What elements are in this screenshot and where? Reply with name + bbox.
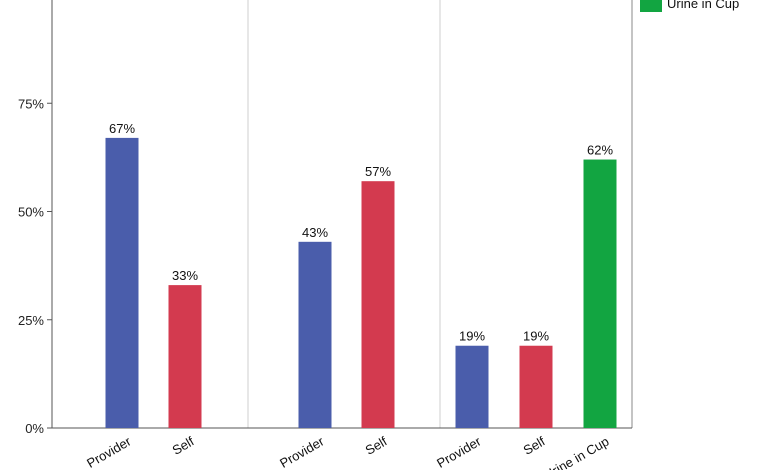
category-label: Provider	[434, 433, 484, 470]
bar	[105, 137, 139, 428]
bar	[455, 345, 489, 428]
bar	[168, 285, 202, 428]
data-label: 33%	[172, 268, 198, 283]
category-label: Self	[363, 433, 390, 457]
bars	[105, 137, 617, 429]
data-label: 19%	[459, 329, 485, 344]
y-tick-label: 75%	[18, 96, 44, 111]
y-axis: 0% 25% 50% 75% 100%	[11, 0, 632, 436]
legend: Urine in Cup	[640, 0, 739, 12]
data-label: 67%	[109, 121, 135, 136]
bar	[583, 159, 617, 429]
category-labels: Provider Self Provider Self Provider SelfUrin…	[84, 433, 611, 470]
y-tick-label: 25%	[18, 313, 44, 328]
data-label: 57%	[365, 164, 391, 179]
category-label: Self	[521, 433, 548, 457]
data-label: 43%	[302, 225, 328, 240]
legend-swatch	[640, 0, 662, 12]
category-label: Provider	[277, 433, 327, 470]
category-label: Provider	[84, 433, 134, 470]
category-label: Self	[170, 433, 197, 457]
bar	[519, 345, 553, 428]
y-tick-label: 50%	[18, 205, 44, 220]
bar	[361, 181, 395, 428]
y-tick-label: 0%	[25, 421, 44, 436]
data-label: 62%	[587, 143, 613, 158]
data-labels: 67% 33% 43% 57% 19% 19% 62%	[109, 121, 613, 344]
data-label: 19%	[523, 329, 549, 344]
category-label: Urine in Cup	[541, 434, 611, 470]
panel-dividers	[247, 0, 633, 428]
bar	[298, 241, 332, 428]
legend-label: Urine in Cup	[667, 0, 739, 11]
y-tick-label: 100%	[11, 0, 45, 3]
